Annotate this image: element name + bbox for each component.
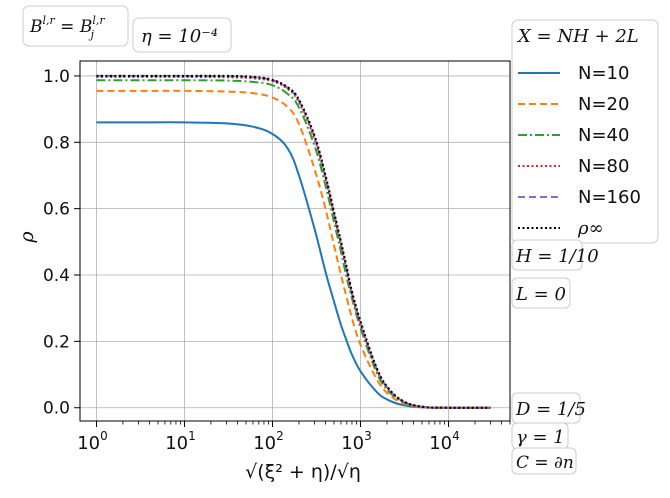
series-line-1 [96,121,491,409]
annotation-D-text: D = 1/5 [515,399,586,420]
x-tick-label: 100 [77,429,108,454]
annotation-xdef-text: X = NH + 2L [516,26,639,47]
y-tick-label: 1.0 [43,67,70,87]
series-line-4 [96,75,491,409]
y-axis-label: ρ [16,231,38,244]
annotation-eta-text: η = 10⁻⁴ [141,26,218,47]
y-axis-ticks: 0.0 0.2 0.4 0.6 0.8 1.0 [43,67,80,419]
series-lines [96,74,491,409]
annotation-boundary-type: Bl,r = Bl,r j [22,5,129,47]
annotation-eta: η = 10⁻⁴ [132,17,232,53]
annotation-C: C = ∂n [511,447,577,475]
y-tick-label: 0.0 [43,399,70,419]
legend-label-4: N=80 [578,156,629,177]
annotation-boundary-type-text: Bl,r = Bl,r j [29,14,105,41]
annotation-gamma: γ = 1 [511,422,569,450]
grid [80,61,510,421]
y-tick-label: 0.2 [43,332,70,352]
x-tick-label: 104 [429,429,460,454]
y-tick-label: 0.8 [43,133,70,153]
x-tick-label: 103 [341,429,372,454]
series-line-3 [96,79,491,409]
annotation-H-text: H = 1/10 [515,246,599,267]
series-line-5 [96,74,491,409]
legend-label-6: ρ∞ [577,218,604,239]
legend-label-3: N=40 [578,125,629,146]
annotation-H: H = 1/10 [511,239,599,271]
annotation-L: L = 0 [511,277,571,309]
x-tick-label: 102 [253,429,284,454]
y-tick-label: 0.4 [43,266,70,286]
x-axis-ticks: 100 101 102 103 104 [77,421,511,454]
legend-label-1: N=10 [578,63,629,84]
series-line-6 [96,74,491,409]
legend-label-2: N=20 [578,94,629,115]
series-line-2 [96,89,491,409]
plot-frame [79,60,511,422]
legend-entries: N=10 N=20 N=40 N=80 N=160 ρ∞ [518,63,641,239]
x-axis-label: √(ξ² + η)/√η [245,461,361,483]
y-tick-label: 0.6 [43,200,70,220]
annotation-D: D = 1/5 [511,392,586,424]
annotation-gamma-text: γ = 1 [516,427,565,448]
x-tick-label: 101 [165,429,196,454]
annotation-L-text: L = 0 [515,284,566,305]
legend: X = NH + 2L N=10 N=20 N=40 N=80 N=160 ρ∞ [511,19,659,244]
annotation-C-text: C = ∂n [516,453,574,473]
legend-label-5: N=160 [578,187,641,208]
